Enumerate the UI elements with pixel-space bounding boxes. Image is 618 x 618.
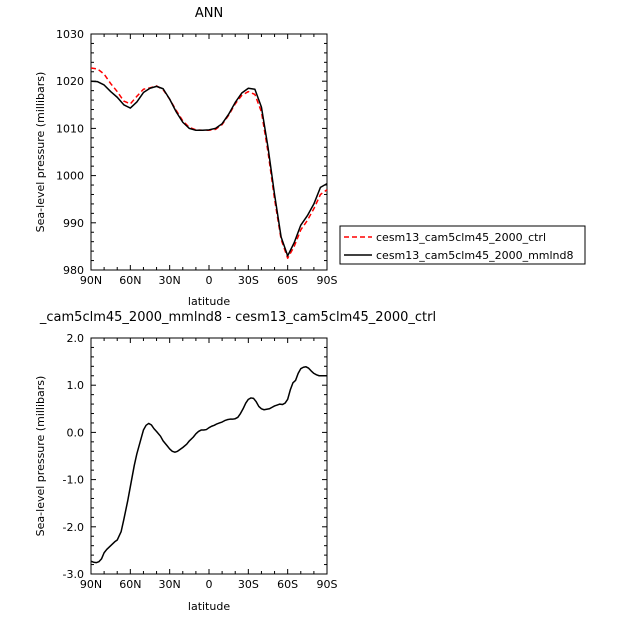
bottom-y-axis-label: Sea-level pressure (millibars) bbox=[34, 376, 47, 537]
top-chart-title: ANN bbox=[195, 6, 223, 21]
bottom-x-axis-label: latitude bbox=[188, 600, 230, 613]
top-axis-ticks: 90N 60N 30N 0 30S 60S 90S 980 990 1000 1010 1020 103… bbox=[56, 28, 338, 287]
bottom-x-tick-label: 30N bbox=[159, 578, 181, 591]
top-y-tick-label: 1010 bbox=[56, 122, 84, 135]
top-y-tick-label: 1030 bbox=[56, 28, 84, 41]
top-panel: ANN 90N 60N 30N 0 30S 60S 90S 980 990 1000 1010 102… bbox=[34, 6, 338, 308]
bottom-x-tick-label: 30S bbox=[238, 578, 259, 591]
top-y-tick-label: 1020 bbox=[56, 75, 84, 88]
top-y-tick-label: 990 bbox=[63, 217, 84, 230]
top-series-line-ctrl bbox=[90, 67, 328, 259]
bottom-y-tick-label: -2.0 bbox=[63, 521, 84, 534]
top-x-tick-label: 60S bbox=[277, 274, 298, 287]
bottom-y-tick-label: 1.0 bbox=[67, 379, 85, 392]
bottom-series-lines bbox=[90, 366, 327, 564]
bottom-y-tick-label: 2.0 bbox=[67, 332, 85, 345]
bottom-x-tick-label: 90S bbox=[317, 578, 338, 591]
bottom-x-tick-label: 60N bbox=[119, 578, 141, 591]
legend-box bbox=[339, 225, 586, 265]
bottom-chart-title: _cam5clm45_2000_mmlnd8 - cesm13_cam5clm4… bbox=[39, 310, 436, 325]
legend-label-ctrl: cesm13_cam5clm45_2000_ctrl bbox=[376, 231, 546, 244]
bottom-y-tick-label: 0.0 bbox=[67, 426, 85, 439]
top-x-tick-label: 30S bbox=[238, 274, 259, 287]
legend-label-mmlnd8: cesm13_cam5clm45_2000_mmlnd8 bbox=[376, 249, 574, 262]
bottom-axis-ticks: 90N 60N 30N 0 30S 60S 90S -3.0 -2.0 -1.0 0.0 1.0 2.0 bbox=[63, 332, 338, 591]
top-series-lines bbox=[90, 67, 328, 259]
top-x-tick-label: 60N bbox=[119, 274, 141, 287]
legend: cesm13_cam5clm45_2000_ctrl cesm13_cam5cl… bbox=[339, 225, 586, 265]
top-plot-frame bbox=[90, 33, 328, 271]
top-x-tick-label: 90S bbox=[317, 274, 338, 287]
top-x-axis-label: latitude bbox=[188, 295, 230, 308]
bottom-y-tick-label: -3.0 bbox=[63, 568, 84, 581]
bottom-plot-frame bbox=[90, 337, 328, 575]
bottom-x-tick-label: 0 bbox=[206, 578, 213, 591]
top-y-axis-label: Sea-level pressure (millibars) bbox=[34, 72, 47, 233]
top-y-tick-label: 980 bbox=[63, 264, 84, 277]
bottom-x-tick-label: 60S bbox=[277, 578, 298, 591]
bottom-panel: _cam5clm45_2000_mmlnd8 - cesm13_cam5clm4… bbox=[34, 310, 436, 613]
top-x-tick-label: 0 bbox=[206, 274, 213, 287]
top-x-tick-label: 30N bbox=[159, 274, 181, 287]
top-series-line-mmlnd8 bbox=[90, 80, 328, 257]
bottom-y-tick-label: -1.0 bbox=[63, 474, 84, 487]
bottom-series-line-0 bbox=[90, 366, 327, 564]
top-x-tick-label: 90N bbox=[80, 274, 102, 287]
bottom-x-tick-label: 90N bbox=[80, 578, 102, 591]
top-y-tick-label: 1000 bbox=[56, 170, 84, 183]
